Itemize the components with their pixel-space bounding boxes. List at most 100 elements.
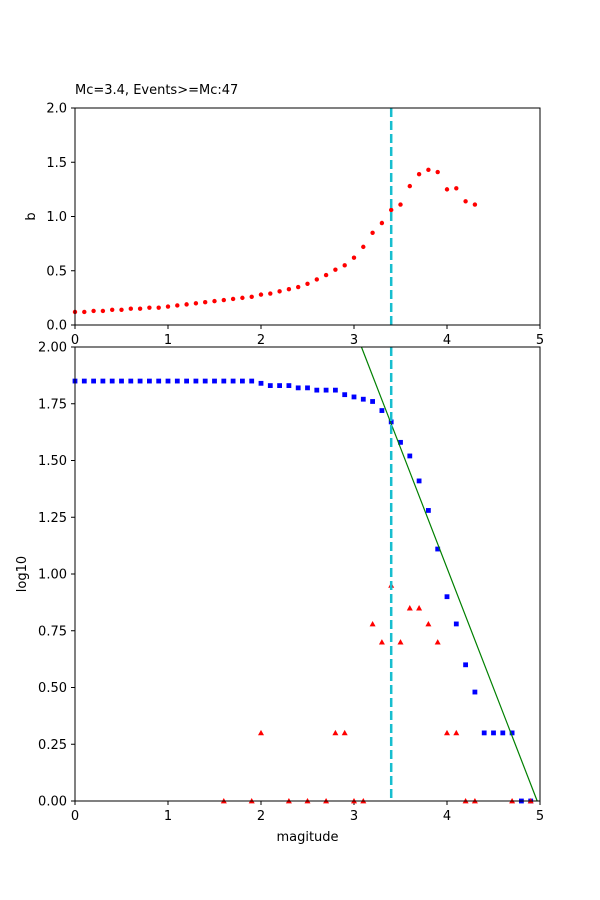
b-value-panel: Mc=3.4, Events>=Mc:47 b 0 1 2 3 4 5 0.0 0.5 1.0… (24, 83, 544, 348)
fmd-panel-square-point (398, 439, 403, 445)
b-panel-circle-point (203, 300, 208, 305)
fmd-panel-square-point (240, 378, 245, 384)
fmd-panel-square-point (407, 453, 413, 459)
fmd-panel-x-tick-label: 0 (71, 809, 79, 824)
fmd-panel-triangle-point (425, 620, 432, 627)
b-panel-circle-point (361, 244, 366, 250)
b-panel-circle-point (370, 230, 375, 235)
fmd-panel-fit-line (360, 346, 538, 802)
b-panel-circle-point (240, 295, 245, 301)
fmd-panel-triangle-point (258, 729, 264, 736)
b-panel-points (72, 167, 478, 315)
b-panel-circle-point (416, 171, 422, 177)
fmd-panel-square-point (137, 378, 143, 384)
fmd-panel-square-point (388, 419, 394, 425)
b-panel-circle-point (184, 302, 189, 307)
fmd-panel-square-point (481, 730, 487, 736)
b-panel-circle-point (426, 167, 431, 173)
b-panel-circle-point (444, 187, 450, 192)
fmd-panel-y-tick-label: 0.00 (38, 795, 67, 810)
fmd-panel-y-axis-label: log10 (15, 556, 30, 592)
b-panel-circle-point (296, 284, 301, 290)
fmd-panel-square-point (202, 378, 208, 384)
fmd-panel-square-point (370, 399, 375, 404)
fmd-panel-triangle-point (332, 729, 339, 736)
b-panel-circle-point (156, 305, 161, 310)
fmd-panel-frame (74, 346, 541, 802)
fmd-panel-square-point (100, 378, 106, 384)
b-panel-circle-point (165, 304, 171, 309)
fmd-panel-square-point (184, 378, 189, 384)
fmd-panel-x-ticks: 0 1 2 3 4 5 (71, 801, 544, 824)
fmd-panel-y-tick-label: 0.50 (38, 681, 67, 696)
fmd-panel-square-point (128, 378, 134, 384)
b-panel-circle-point (389, 207, 394, 213)
fmd-panel-square-point (81, 378, 87, 384)
b-panel-title: Mc=3.4, Events>=Mc:47 (75, 83, 238, 98)
fmd-panel-square-point (165, 378, 171, 384)
b-panel-circle-point (379, 220, 385, 226)
b-panel-circle-point (230, 296, 236, 302)
b-panel-circle-point (277, 289, 282, 294)
fmd-panel-square-point (305, 385, 310, 391)
fmd-panel-square-point (435, 546, 441, 552)
b-panel-circle-point (147, 305, 152, 310)
fmd-panel-triangle-point (341, 729, 348, 736)
fmd-panel-y-tick-label: 1.00 (38, 568, 67, 583)
b-panel-frame (74, 107, 541, 326)
fmd-panel-square-point (491, 730, 496, 736)
b-panel-circle-point (407, 183, 412, 189)
b-panel-x-tick-label: 2 (257, 333, 265, 348)
b-panel-y-tick-label: 0.0 (46, 319, 67, 334)
fmd-panel-triangle-point (378, 639, 385, 645)
fmd-panel-square-point (249, 378, 255, 384)
fmd-panel-square-point (416, 478, 422, 484)
b-panel-x-tick-label: 3 (350, 333, 358, 348)
fmd-panel-square-point (444, 594, 450, 600)
b-panel-y-tick-label: 2.0 (46, 102, 67, 117)
b-panel-circle-point (342, 263, 347, 268)
b-panel-circle-point (175, 303, 180, 308)
fmd-panel-square-point (463, 662, 468, 668)
fmd-panel-square-point (379, 408, 385, 413)
b-panel-y-tick-label: 1.5 (46, 156, 67, 171)
fmd-panel-y-tick-label: 0.25 (38, 738, 67, 753)
b-panel-circle-point (472, 202, 478, 207)
b-panel-circle-point (286, 286, 292, 292)
b-panel-circle-point (82, 309, 87, 315)
fmd-panel-triangle-point (416, 605, 423, 611)
fmd-panel-square-point (314, 387, 320, 393)
fmd-panel-square-point (360, 396, 366, 402)
b-panel-x-tick-label: 0 (71, 333, 79, 348)
fmd-panel-square-point (221, 378, 227, 384)
fmd-panel-triangle-point (434, 639, 441, 645)
b-panel-x-tick-label: 1 (164, 333, 172, 348)
b-panel-circle-point (454, 186, 459, 191)
b-panel-circle-point (333, 267, 338, 272)
b-panel-circle-point (398, 202, 403, 207)
fmd-panel-square-point (453, 621, 459, 627)
fmd-panel-y-ticks: 0.00 0.25 0.50 0.75 1.00 1.25 1.50 1.75 2.00 (38, 341, 75, 810)
fmd-panel-square-point (212, 378, 217, 384)
b-panel-circle-point (137, 306, 143, 311)
b-panel-circle-point (119, 307, 124, 313)
fmd-panel-square-point (193, 378, 199, 384)
fmd-panel-square-point (277, 383, 282, 388)
fmd-panel-square-point (147, 378, 152, 384)
fmd-panel-square-point (230, 378, 236, 384)
b-panel-x-tick-label: 5 (536, 333, 544, 348)
b-panel-circle-point (258, 292, 264, 297)
fmd-panel-square-point (333, 387, 338, 393)
b-panel-x-tick-label: 4 (443, 333, 451, 348)
b-panel-circle-point (212, 298, 217, 304)
fmd-panel-triangle-point (453, 729, 460, 736)
fmd-panel-square-point (156, 378, 162, 384)
fmd-panel-square-point (258, 380, 264, 386)
b-panel-circle-point (435, 169, 440, 175)
b-panel-circle-point (351, 255, 357, 260)
b-panel-circle-point (463, 199, 468, 204)
fmd-panel-square-point (509, 730, 515, 736)
fmd-panel-x-tick-label: 2 (257, 809, 265, 824)
fmd-panel-y-tick-label: 0.75 (38, 624, 67, 639)
